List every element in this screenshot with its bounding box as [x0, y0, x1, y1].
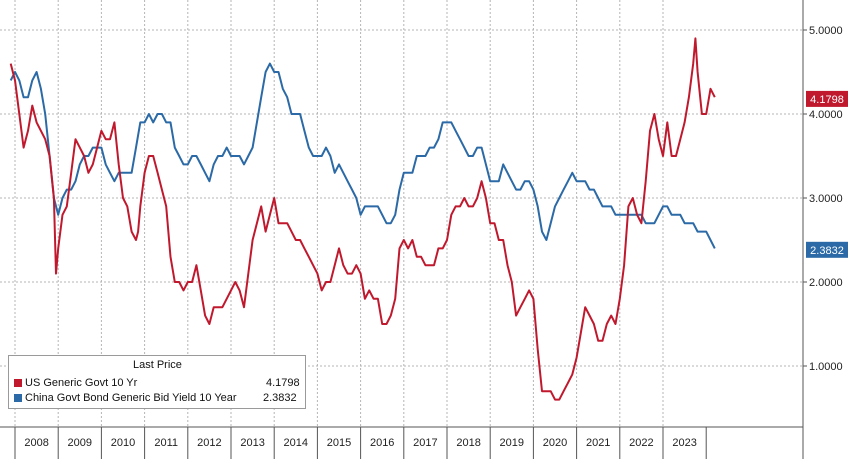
- x-tick-label: 2015: [327, 437, 351, 449]
- last-tag-china-label: 2.3832: [810, 245, 844, 257]
- y-tick-label: 3.0000: [809, 193, 843, 205]
- legend-label-china: China Govt Bond Generic Bid Yield 10 Yea…: [25, 392, 237, 404]
- x-tick-label: 2010: [111, 437, 135, 449]
- legend-box: Last Price US Generic Govt 10 Yr 4.1798 …: [8, 355, 306, 409]
- x-tick-label: 2016: [370, 437, 394, 449]
- last-tag-us: [806, 90, 848, 107]
- y-tick-label: 1.0000: [809, 361, 843, 373]
- legend-value-us: 4.1798: [266, 377, 300, 389]
- x-tick-label: 2009: [68, 437, 92, 449]
- legend-row-china: China Govt Bond Generic Bid Yield 10 Yea…: [14, 391, 297, 405]
- series-line-us-10y: [9, 37, 716, 401]
- horizontal-gridlines: [0, 29, 803, 367]
- legend-swatch-us: [14, 379, 22, 387]
- x-tick-label: 2021: [586, 437, 610, 449]
- x-tick-label: 2017: [413, 437, 437, 449]
- last-value-tags: 4.1798 2.3832: [806, 90, 848, 258]
- legend-title: Last Price: [133, 359, 182, 371]
- x-tick-label: 2012: [197, 437, 221, 449]
- series-line-china-10y: [9, 62, 716, 249]
- series-layer: [9, 37, 716, 401]
- y-tick-label: 4.0000: [809, 109, 843, 121]
- legend-swatch-china: [14, 394, 22, 402]
- x-tick-label: 2008: [24, 437, 48, 449]
- y-tick-label: 2.0000: [809, 277, 843, 289]
- x-tick-label: 2018: [456, 437, 480, 449]
- x-tick-label: 2023: [672, 437, 696, 449]
- legend-label-us: US Generic Govt 10 Yr: [25, 377, 138, 389]
- last-tag-china: [806, 241, 848, 258]
- legend-row-us: US Generic Govt 10 Yr 4.1798: [14, 376, 300, 390]
- x-tick-label: 2014: [284, 437, 308, 449]
- x-tick-label: 2020: [543, 437, 567, 449]
- x-tick-label: 2011: [154, 437, 178, 449]
- y-tick-label: 5.0000: [809, 25, 843, 37]
- x-tick-label: 2022: [629, 437, 653, 449]
- x-tick-label: 2019: [500, 437, 524, 449]
- legend-value-china: 2.3832: [263, 392, 297, 404]
- x-tick-label: 2013: [240, 437, 264, 449]
- last-tag-us-label: 4.1798: [810, 94, 844, 106]
